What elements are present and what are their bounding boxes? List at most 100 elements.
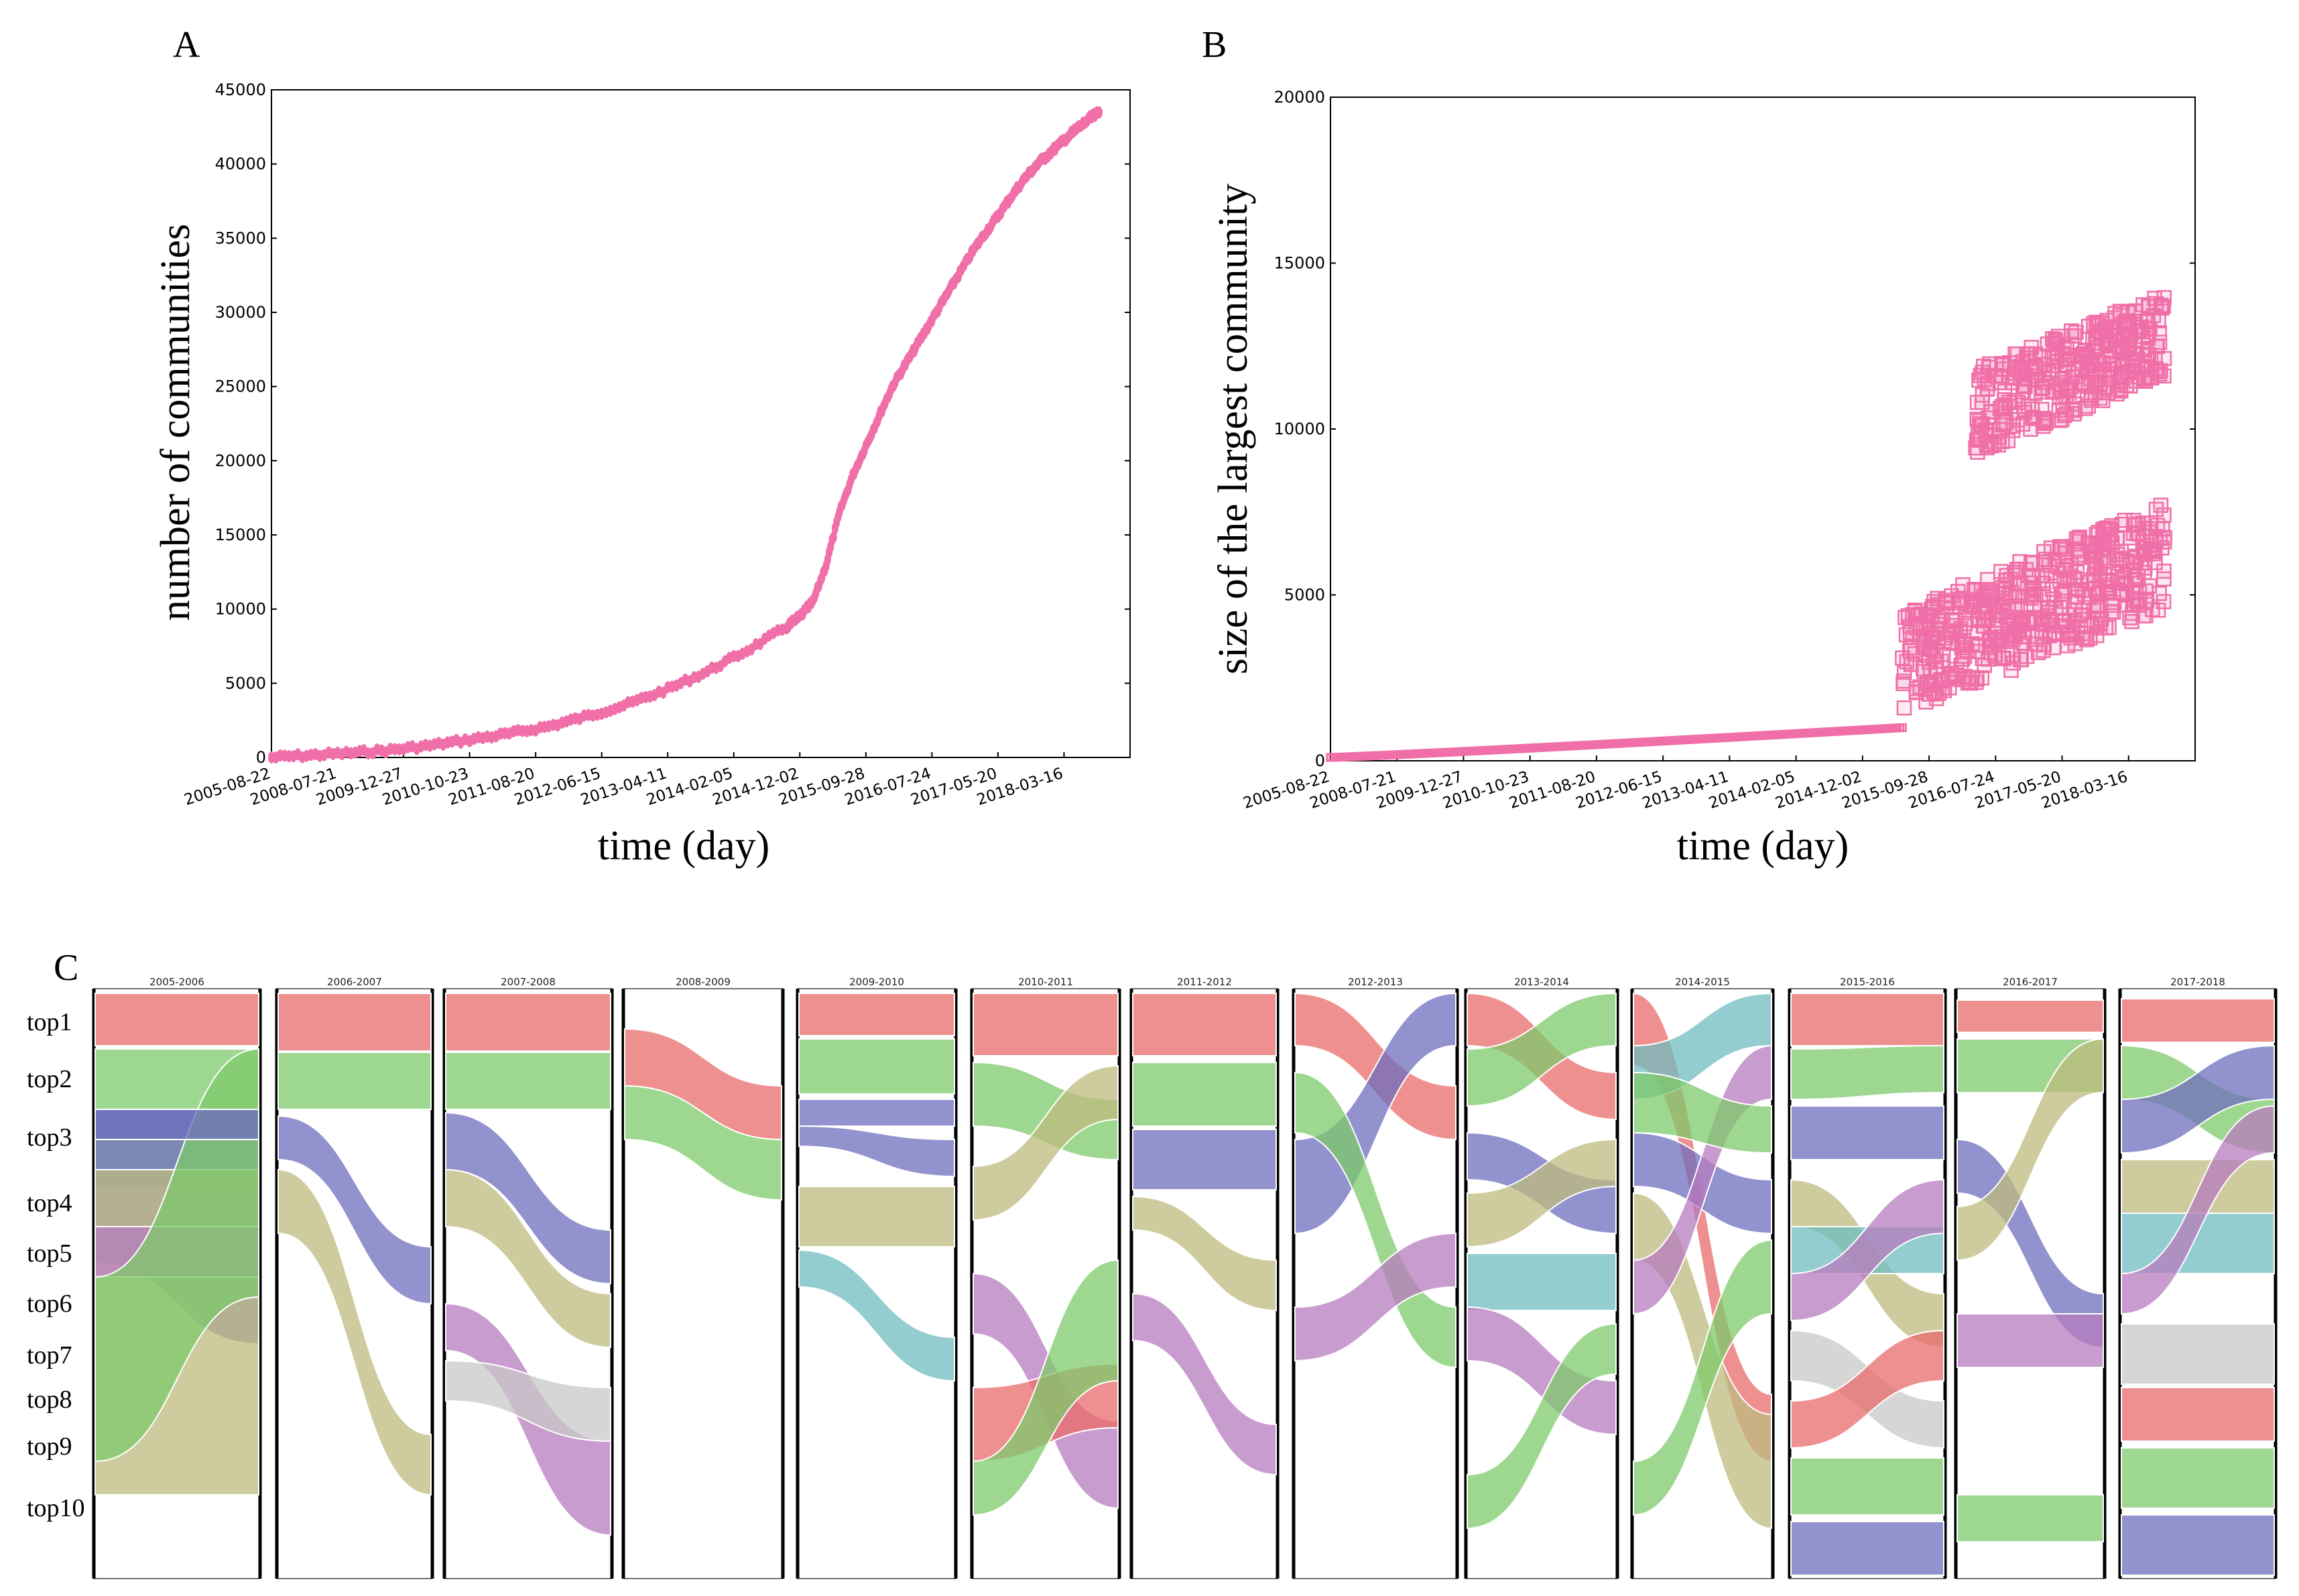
chart-a-ytick-label: 40000 bbox=[215, 155, 266, 174]
chart-b-marks bbox=[1326, 290, 2172, 762]
chart-a-ytick-label: 20000 bbox=[215, 451, 266, 470]
chart-b-point bbox=[1946, 671, 1961, 687]
chart-b-point bbox=[1900, 608, 1916, 623]
chart-c-flow-green bbox=[277, 1051, 432, 1110]
chart-b-point bbox=[2046, 335, 2061, 351]
chart-b-point bbox=[2060, 351, 2076, 366]
chart-b-point bbox=[2017, 379, 2032, 394]
chart-b-point bbox=[1974, 394, 1990, 410]
chart-b-point bbox=[2005, 655, 2022, 671]
chart-c-period-label: 2016-2017 bbox=[2003, 976, 2058, 988]
chart-c-period-11: 2016-2017 bbox=[1954, 976, 2107, 1579]
chart-b-point bbox=[2056, 408, 2072, 424]
chart-b-point bbox=[2010, 395, 2026, 410]
chart-b-point bbox=[2139, 348, 2155, 364]
chart-b-point bbox=[2028, 346, 2044, 362]
chart-b-point bbox=[2056, 561, 2071, 577]
chart-b-point bbox=[2053, 379, 2069, 395]
chart-c-period-4: 2009-2010 bbox=[796, 976, 958, 1579]
chart-c-row-label: top2 bbox=[27, 1065, 72, 1093]
chart-b-y-ticks: 0 5000 10000 15000 20000 bbox=[1274, 88, 2195, 770]
chart-b-point bbox=[2064, 323, 2079, 339]
chart-c-period-6: 2011-2012 bbox=[1129, 976, 1280, 1579]
chart-b-ytick-label: 10000 bbox=[1274, 420, 1325, 438]
chart-a-marks bbox=[268, 106, 1103, 763]
chart-a-ytick-label: 30000 bbox=[215, 303, 266, 322]
chart-b-point bbox=[1987, 625, 2002, 641]
chart-c-flow-blue bbox=[445, 1111, 611, 1285]
chart-b-point bbox=[2062, 607, 2077, 623]
chart-c-period-10: 2015-2016 bbox=[1788, 976, 1947, 1579]
chart-b-point bbox=[2148, 501, 2164, 517]
chart-a-x-title: time (day) bbox=[598, 823, 770, 869]
chart-b-point bbox=[2156, 563, 2172, 579]
chart-b-point bbox=[2126, 596, 2142, 612]
chart-b-point bbox=[2070, 582, 2087, 597]
chart-c-flow-green bbox=[1633, 1239, 1772, 1516]
chart-b-point bbox=[1979, 381, 1995, 397]
chart-c-period-label: 2014-2015 bbox=[1675, 976, 1730, 988]
chart-c: top1 top2 top3 top4 top5 top6 top7 top8 top9 top1… bbox=[27, 976, 2278, 1579]
chart-b-point bbox=[2011, 618, 2028, 634]
chart-c-period-label: 2012-2013 bbox=[1348, 976, 1403, 988]
chart-b-x-title: time (day) bbox=[1677, 823, 1849, 869]
chart-c-row-labels: top1 top2 top3 top4 top5 top6 top7 top8 top9 top1… bbox=[27, 1008, 85, 1522]
chart-c-flow-red bbox=[445, 993, 611, 1052]
chart-c-periods: 2005-2006 2006-2007 2007-2008 2008-2009 2009… bbox=[92, 976, 2278, 1579]
chart-b-point bbox=[2124, 614, 2139, 629]
chart-c-period-label: 2005-2006 bbox=[149, 976, 204, 988]
chart-c-flow-blue bbox=[1790, 1105, 1944, 1161]
chart-b-point bbox=[2152, 334, 2168, 350]
chart-b-point bbox=[1972, 613, 1987, 629]
chart-b-point bbox=[2110, 568, 2125, 585]
chart-b-point bbox=[2077, 343, 2093, 359]
chart-c-flow-red bbox=[1790, 1329, 1944, 1449]
chart-c-flow-gray bbox=[445, 1359, 611, 1442]
chart-c-row-label: top1 bbox=[27, 1008, 72, 1036]
chart-b-point bbox=[2123, 326, 2139, 342]
chart-c-flow-red bbox=[1790, 993, 1944, 1046]
chart-b-point bbox=[2011, 562, 2027, 577]
chart-b-point bbox=[2015, 354, 2031, 370]
chart-c-flow-blue bbox=[1294, 992, 1456, 1235]
chart-b-point bbox=[2035, 380, 2051, 395]
chart-b-point bbox=[2005, 423, 2021, 438]
chart-c-flow-red bbox=[1956, 999, 2104, 1034]
chart-b-point bbox=[1996, 599, 2012, 615]
chart-b-point bbox=[2137, 560, 2153, 576]
chart-c-row-label: top6 bbox=[27, 1290, 72, 1318]
chart-b-ytick-label: 0 bbox=[1315, 751, 1325, 770]
chart-b-point bbox=[2044, 581, 2060, 597]
chart-c-period-2: 2007-2008 bbox=[442, 976, 614, 1579]
chart-b-point bbox=[2156, 594, 2172, 609]
chart-c-period-12: 2017-2018 bbox=[2118, 976, 2278, 1579]
chart-a-ytick-label: 10000 bbox=[215, 600, 266, 619]
chart-b-point bbox=[2151, 313, 2166, 328]
chart-b-point bbox=[1965, 670, 1980, 686]
chart-c-period-label: 2010-2011 bbox=[1018, 976, 1073, 988]
chart-c-row-label: top9 bbox=[27, 1432, 72, 1461]
chart-b-point bbox=[2026, 581, 2042, 597]
chart-b-point bbox=[1987, 647, 2003, 663]
chart-b-point bbox=[1975, 365, 1990, 380]
chart-c-flow-blue bbox=[1790, 1521, 1944, 1576]
chart-a-ytick-label: 45000 bbox=[215, 80, 266, 99]
chart-c-period-label: 2011-2012 bbox=[1177, 976, 1232, 988]
chart-b-point bbox=[2087, 580, 2103, 596]
chart-b-point bbox=[2157, 530, 2172, 545]
chart-b-point bbox=[2083, 618, 2099, 633]
chart-b-point bbox=[2052, 539, 2068, 555]
chart-c-flow-green bbox=[1790, 1044, 1944, 1101]
chart-c-flow-gray bbox=[2121, 1323, 2275, 1386]
chart-c-period-0: 2005-2006 bbox=[92, 976, 262, 1579]
chart-b-point bbox=[2024, 555, 2040, 571]
chart-c-flow-blue bbox=[798, 1125, 955, 1178]
chart-c-flow-olive bbox=[798, 1185, 955, 1247]
chart-c-flow-green bbox=[1956, 1494, 2104, 1543]
chart-b-point bbox=[2103, 604, 2119, 619]
chart-b-ytick-label: 20000 bbox=[1274, 88, 1325, 107]
chart-c-row-label: top8 bbox=[27, 1386, 72, 1414]
chart-c-row-label: top4 bbox=[27, 1189, 72, 1217]
chart-c-flow-purple bbox=[1132, 1292, 1277, 1476]
chart-b-point bbox=[1973, 418, 1989, 434]
